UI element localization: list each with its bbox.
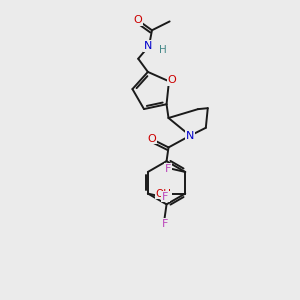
Text: F: F — [162, 191, 169, 202]
Text: N: N — [144, 41, 152, 51]
Text: F: F — [161, 219, 168, 229]
Text: F: F — [164, 164, 171, 174]
Text: N: N — [186, 131, 194, 141]
Text: H: H — [159, 45, 166, 55]
Text: O: O — [148, 134, 156, 144]
Text: O: O — [167, 75, 176, 85]
Text: O: O — [134, 15, 142, 26]
Text: OH: OH — [156, 189, 172, 199]
